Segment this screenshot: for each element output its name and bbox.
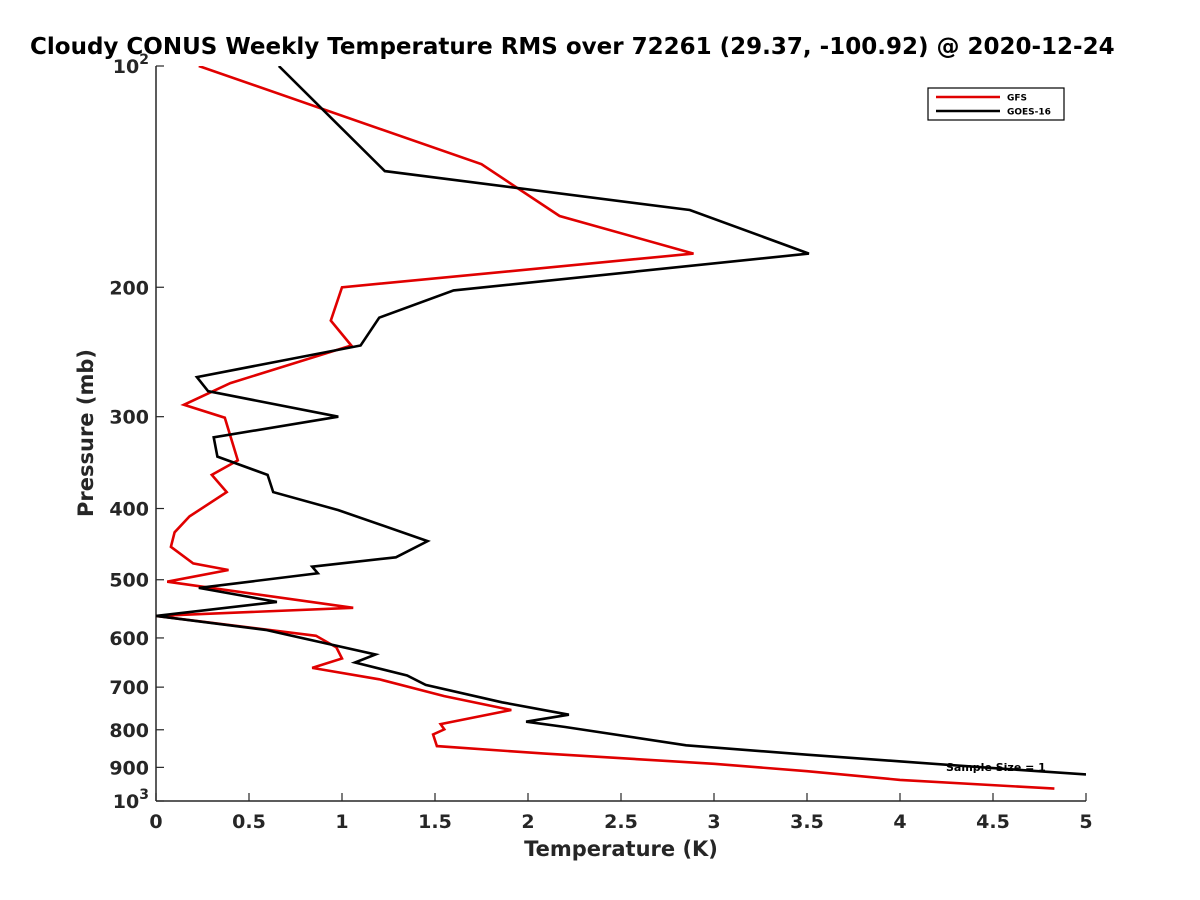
legend-box xyxy=(927,87,1065,121)
y-tick-label: 200 xyxy=(109,277,149,299)
y-tick-label: 900 xyxy=(109,757,149,779)
x-tick-label: 0 xyxy=(149,811,162,833)
legend: GFS GOES-16 xyxy=(927,87,1065,121)
chart-title: Cloudy CONUS Weekly Temperature RMS over… xyxy=(30,34,1115,60)
sample-size-annotation: Sample Size = 1 xyxy=(946,761,1046,774)
x-axis-label: Temperature (K) xyxy=(524,837,718,861)
y-tick-label: 700 xyxy=(109,677,149,699)
y-tick-label: 800 xyxy=(109,720,149,742)
x-tick-label: 2 xyxy=(521,811,534,833)
y-tick-label: 103 xyxy=(113,787,149,813)
series-layer xyxy=(156,66,1086,790)
legend-label-gfs: GFS xyxy=(1007,94,1027,104)
x-tick-label: 4 xyxy=(893,811,906,833)
series-line-goes-16 xyxy=(156,66,1086,776)
x-tick-label: 2.5 xyxy=(604,811,638,833)
axes xyxy=(155,66,1086,802)
y-tick-label: 300 xyxy=(109,407,149,429)
y-axis-label: Pressure (mb) xyxy=(74,349,98,517)
y-tick-label: 600 xyxy=(109,628,149,650)
x-axis-ticks: 0 0.5 1 1.5 2 2.5 3 3.5 4 4.5 5 xyxy=(149,793,1093,833)
x-tick-label: 3.5 xyxy=(790,811,824,833)
y-tick-label: 500 xyxy=(109,570,149,592)
x-tick-label: 1.5 xyxy=(418,811,452,833)
x-tick-label: 1 xyxy=(335,811,348,833)
x-tick-label: 3 xyxy=(707,811,720,833)
legend-label-goes-16: GOES-16 xyxy=(1007,108,1051,118)
y-tick-label: 400 xyxy=(109,499,149,521)
x-tick-label: 4.5 xyxy=(976,811,1010,833)
y-axis-ticks: 102 200 300 400 500 600 700 800 900 103 xyxy=(109,52,164,813)
y-tick-label: 102 xyxy=(113,52,149,78)
x-tick-label: 0.5 xyxy=(232,811,266,833)
series-line-gfs xyxy=(156,66,1055,790)
x-tick-label: 5 xyxy=(1079,811,1092,833)
